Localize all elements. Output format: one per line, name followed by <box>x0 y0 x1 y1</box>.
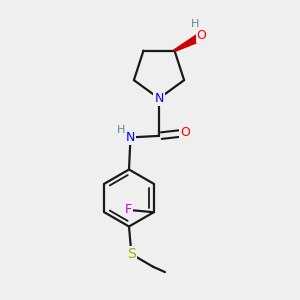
Text: O: O <box>181 126 190 140</box>
Text: H: H <box>191 19 200 29</box>
Text: S: S <box>127 247 136 261</box>
Text: N: N <box>126 131 135 144</box>
Polygon shape <box>174 34 202 51</box>
Text: H: H <box>117 125 126 135</box>
Text: O: O <box>196 29 206 42</box>
Text: N: N <box>154 92 164 105</box>
Text: F: F <box>124 203 132 216</box>
